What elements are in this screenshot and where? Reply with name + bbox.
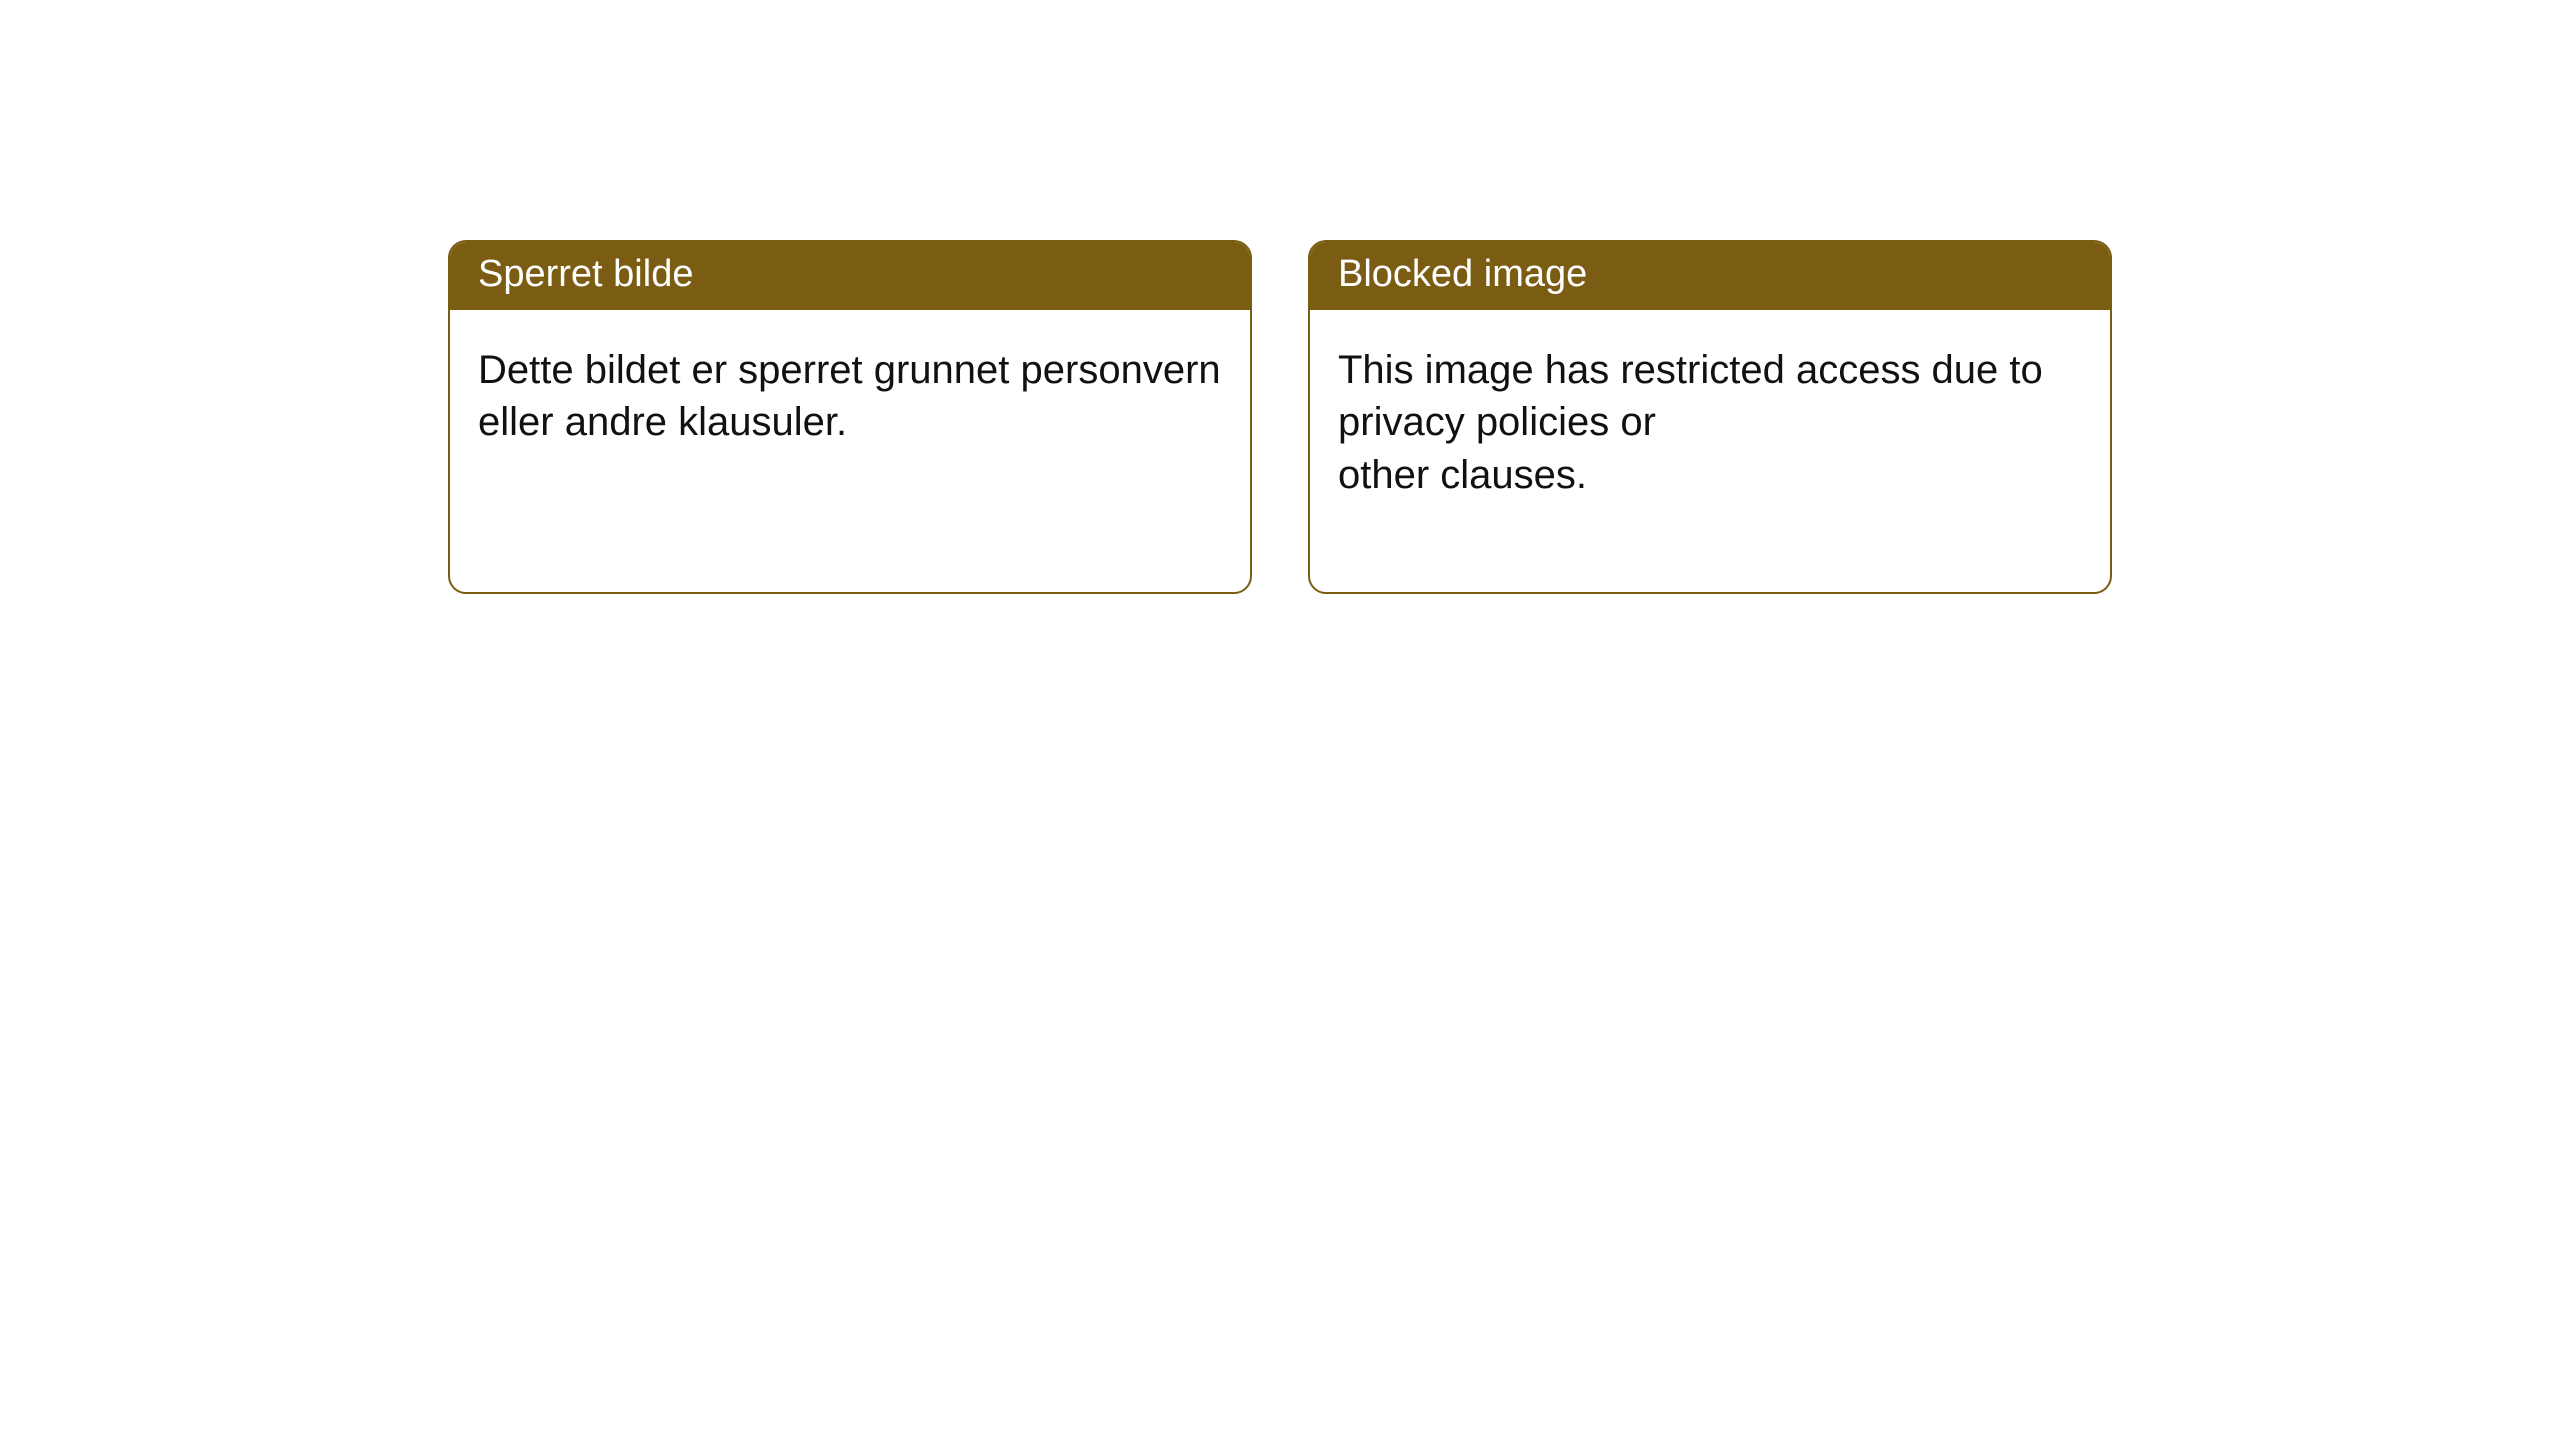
notice-body-en: This image has restricted access due to … <box>1310 310 2110 592</box>
notice-body-no: Dette bildet er sperret grunnet personve… <box>450 310 1250 540</box>
notice-header-no: Sperret bilde <box>450 242 1250 310</box>
notice-header-en: Blocked image <box>1310 242 2110 310</box>
notice-container: Sperret bilde Dette bildet er sperret gr… <box>0 0 2560 594</box>
notice-card-en: Blocked image This image has restricted … <box>1308 240 2112 594</box>
notice-card-no: Sperret bilde Dette bildet er sperret gr… <box>448 240 1252 594</box>
